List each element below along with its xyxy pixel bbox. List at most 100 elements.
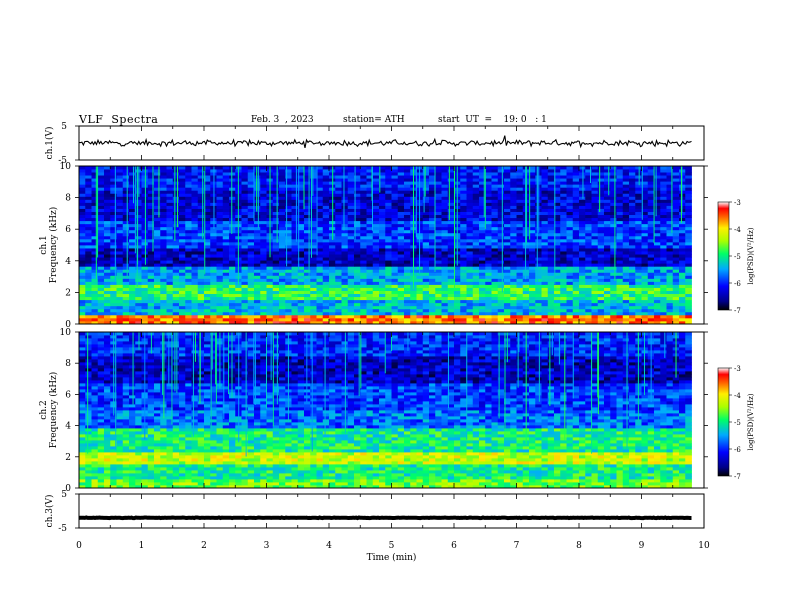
ch1-spectrogram-cell (422, 296, 430, 301)
ch1-spectrogram-cell (572, 214, 580, 219)
ch1-spectrogram-cell (516, 178, 524, 182)
ch1-spectrogram-cell (566, 275, 574, 279)
ch1-spectrogram-cell (260, 275, 267, 279)
ch1-spectrogram-cell (372, 278, 380, 282)
ch1-spectrogram-cell (116, 208, 124, 212)
ch1-spectrogram-cell (447, 223, 455, 228)
ch1-spectrogram-cell (591, 299, 599, 304)
ch1-spectrogram-cell (672, 278, 680, 282)
ch1-spectrogram-cell (616, 290, 624, 295)
ch1-spectrogram-cell (166, 196, 174, 200)
ch1-spectrogram-cell (591, 217, 599, 222)
ch1-spectrogram-cell (222, 245, 230, 249)
ch1-spectrogram-cell (204, 199, 211, 203)
ch1-spectrogram-cell (191, 248, 199, 252)
ch1-spectrogram-cell (385, 275, 392, 279)
ch1-spectrogram-cell (491, 190, 499, 194)
ch1-spectrogram-cell (547, 178, 555, 182)
ch1-spectrogram-cell (347, 229, 355, 234)
ch1-spectrogram-cell (541, 269, 549, 273)
ch1-spectrogram-cell (447, 184, 455, 188)
ch1-spectrogram-cell (466, 226, 474, 231)
ch1-spectrogram-cell (141, 211, 149, 216)
ch1-spectrogram-cell (179, 275, 186, 279)
ch1-spectrogram-cell (122, 211, 130, 216)
ch1-spectrogram-cell (685, 263, 692, 267)
ch1-spectrogram-cell (479, 178, 486, 182)
ch1-spectrogram-cell (504, 311, 511, 316)
ch1-spectrogram-cell (197, 269, 205, 273)
ch1-spectrogram-cell (466, 290, 474, 295)
ch1-spectrogram-cell (247, 260, 255, 264)
ch1-spectrogram-cell (435, 211, 442, 216)
ch1-spectrogram-cell (272, 223, 280, 228)
ch1-spectrogram-cell (622, 238, 630, 243)
ch1-spectrogram-cell (104, 196, 111, 200)
ch1-spectrogram-cell (566, 269, 574, 273)
ch1-spectrogram-cell (310, 248, 317, 252)
ch1-spectrogram-cell (116, 308, 124, 313)
ch1-spectrogram-cell (429, 302, 436, 307)
ch1-spectrogram-cell (522, 251, 530, 255)
ch1-spectrogram-cell (597, 205, 605, 209)
ch1-spectrogram-cell (116, 235, 124, 240)
ch1-spectrogram-cell (285, 232, 292, 237)
ch1-spectrogram-cell (679, 290, 686, 295)
ch1-spectrogram-cell (522, 296, 530, 301)
ch1-spectrogram-cell (335, 308, 342, 313)
ch1-spectrogram-cell (579, 223, 586, 228)
ch1-spectrogram-cell (279, 205, 286, 209)
ch1-spectrogram-cell (285, 172, 292, 176)
ch1-spectrogram-cell (422, 208, 430, 212)
ch1-spectrogram-cell (197, 275, 205, 279)
ch1-spectrogram-cell (541, 248, 549, 252)
ch1-spectrogram-cell (554, 254, 561, 258)
ch1-spectrogram-cell (429, 220, 436, 225)
ch1-spectrogram-cell (635, 226, 642, 231)
ch1-spectrogram-cell (322, 269, 330, 273)
ch1-spectrogram-cell (310, 254, 317, 258)
ch1-spectrogram-cell (372, 241, 380, 246)
ch1-spectrogram-cell (291, 314, 299, 319)
ch1-spectrogram-cell (422, 272, 430, 276)
ch1-spectrogram-cell (141, 232, 149, 237)
ch1-spectrogram-cell (285, 217, 292, 222)
ch1-spectrogram-cell (341, 275, 349, 279)
ch1-spectrogram-cell (422, 232, 430, 237)
ch1-spectrogram-cell (97, 287, 105, 291)
ch1-spectrogram-cell (297, 181, 305, 185)
ch1-spectrogram-cell (91, 184, 99, 188)
ch1-spectrogram-cell (347, 302, 355, 307)
ch1-spectrogram-cell (435, 202, 442, 206)
ch1-spectrogram-cell (566, 184, 574, 188)
ch1-spectrogram-cell (547, 257, 555, 261)
ch1-spectrogram-cell (660, 193, 667, 197)
ch1-spectrogram-cell (191, 238, 199, 243)
ch1-spectrogram-cell (241, 193, 249, 197)
ch1-spectrogram-cell (222, 178, 230, 182)
ch1-spectrogram-cell (360, 217, 367, 222)
ch1-spectrogram-cell (297, 235, 305, 240)
ch1-spectrogram-cell (435, 187, 442, 191)
ch1-spectrogram-cell (254, 232, 261, 237)
ch1-spectrogram-cell (354, 257, 361, 261)
ch1-spectrogram-cell (497, 214, 505, 219)
ch1-spectrogram-cell (97, 269, 105, 273)
ch1-spectrogram-cell (391, 211, 399, 216)
ch1-spectrogram-cell (360, 245, 367, 249)
ch1-spectrogram-cell (354, 178, 361, 182)
ch1-spectrogram-cell (597, 248, 605, 252)
ch1-spectrogram-cell (435, 172, 442, 176)
ch1-spectrogram-cell (122, 290, 130, 295)
ch1-spectrogram-cell (260, 181, 267, 185)
ch1-spectrogram-cell (279, 208, 286, 212)
ch1-spectrogram-cell (416, 311, 424, 316)
ch1-spectrogram-cell (166, 205, 174, 209)
ch1-spectrogram-cell (579, 290, 586, 295)
ch1-spectrogram-cell (222, 175, 230, 179)
ch1-spectrogram-cell (566, 284, 574, 288)
ch1-spectrogram-cell (354, 260, 361, 264)
ch1-spectrogram-cell (247, 272, 255, 276)
ch1-spectrogram-cell (397, 196, 405, 200)
